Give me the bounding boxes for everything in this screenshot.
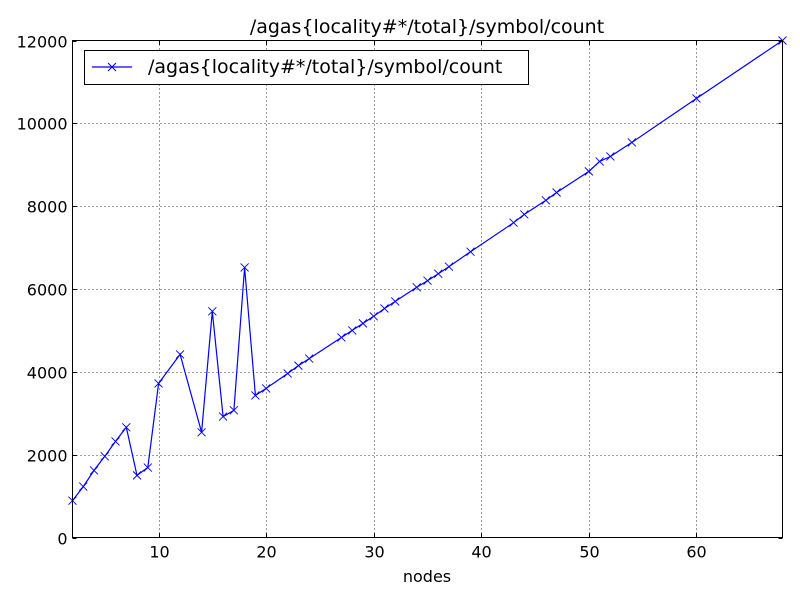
data-point [89,466,99,475]
data-point [251,391,260,400]
data-point [552,188,561,197]
data-point [606,152,615,161]
data-point [132,471,142,480]
y-tick-label: 4000 [27,364,68,383]
legend-marker-x-icon [107,62,117,72]
x-tick-label: 40 [471,543,491,562]
data-point [380,304,389,313]
data-point [304,354,314,363]
ticks: 10 20 30 40 50 60 0 2000 4000 6000 8000 10000 12000 [17,33,783,562]
y-tick-label: 10000 [17,115,68,134]
data-point [294,361,303,370]
data-point [337,333,346,342]
data-point [78,482,88,491]
data-point [154,379,163,388]
data-point [175,350,185,359]
data-point [218,412,228,421]
data-point [423,276,432,286]
x-tick-label: 60 [686,543,706,562]
data-point [261,384,271,393]
data-point [519,210,529,219]
legend-box [84,50,529,85]
grid [72,40,783,538]
data-point [627,138,637,147]
x-tick-label: 10 [149,543,169,562]
legend: /agas{locality#*/total}/symbol/count [84,50,529,85]
data-point [444,262,454,271]
data-point [121,423,131,432]
data-point [412,283,422,292]
x-tick-label: 30 [364,543,384,562]
x-tick-label: 50 [579,543,599,562]
data-point [390,297,400,306]
y-tick-label: 12000 [17,33,68,52]
data-point [369,312,379,321]
data-point [229,406,239,415]
data-point [358,319,368,328]
chart-title: /agas{locality#*/total}/symbol/count [250,16,604,38]
x-axis-label: nodes [403,567,451,586]
x-tick-label: 20 [256,543,276,562]
y-tick-label: 2000 [27,447,68,466]
data-point [208,307,217,316]
legend-label: /agas{locality#*/total}/symbol/count [148,56,502,78]
data-point [111,437,120,446]
data-point [197,427,206,437]
data-point [509,218,518,228]
data-point [433,269,443,278]
data-point [595,157,604,166]
data-point [100,452,110,461]
data-point [283,369,292,378]
data-point [584,167,594,176]
y-tick-label: 0 [57,530,67,549]
y-tick-label: 6000 [27,281,68,300]
data-point [143,463,153,472]
data-point [347,326,357,335]
data-point [466,247,475,257]
y-tick-label: 8000 [27,198,68,217]
data-point [541,196,551,205]
data-point [240,263,249,272]
data-point [692,94,701,103]
